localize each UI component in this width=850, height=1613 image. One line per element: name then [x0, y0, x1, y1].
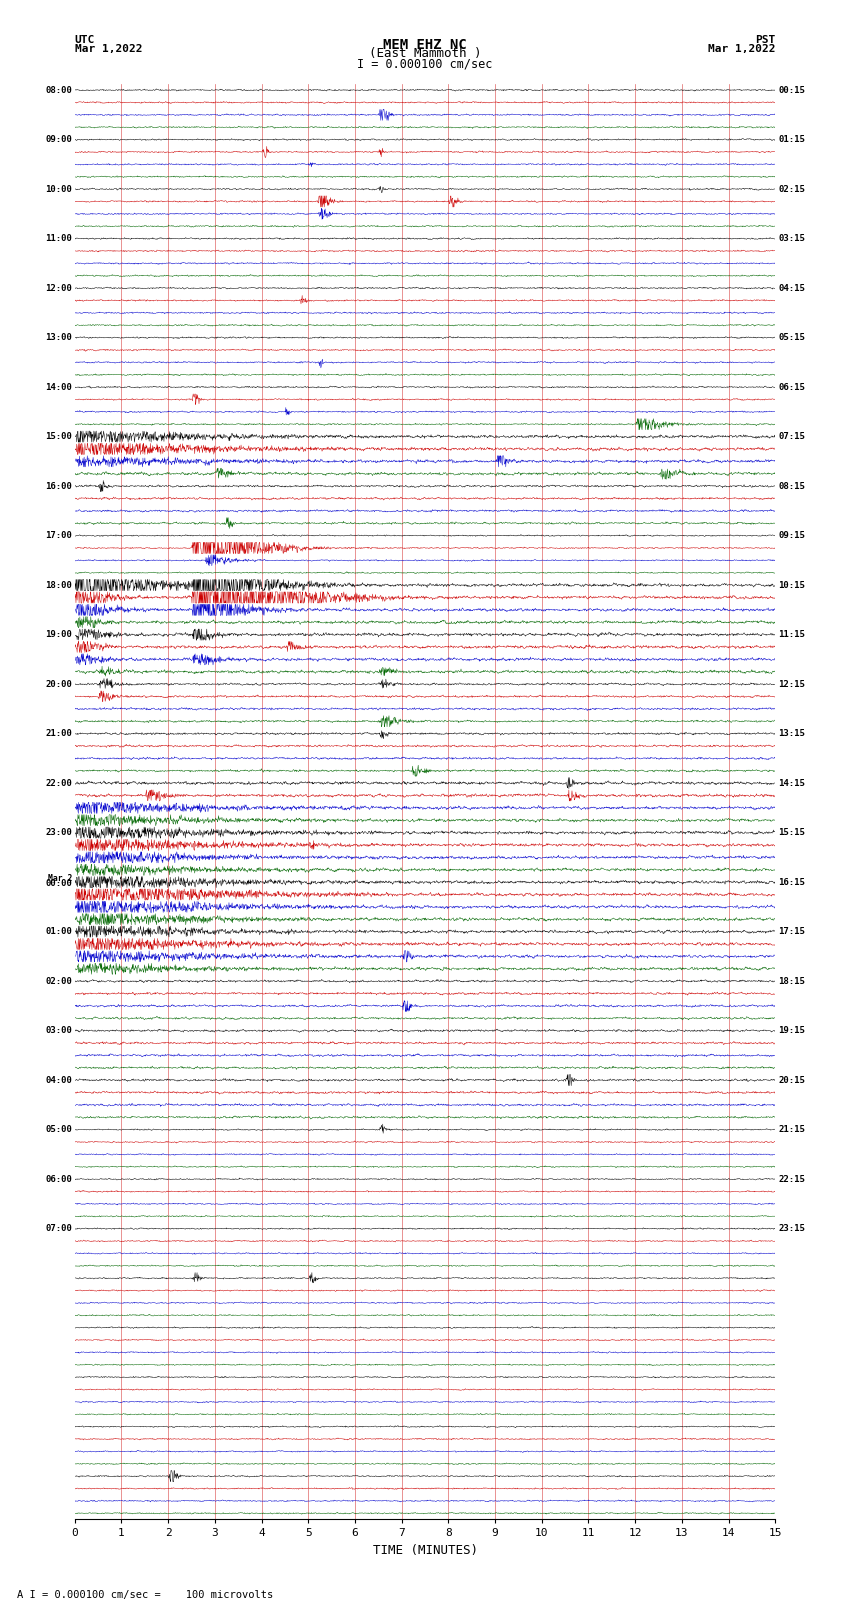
Text: 11:15: 11:15	[778, 631, 805, 639]
Text: 20:00: 20:00	[45, 679, 72, 689]
Text: UTC: UTC	[75, 35, 95, 45]
Text: 23:15: 23:15	[778, 1224, 805, 1232]
Text: 16:00: 16:00	[45, 482, 72, 490]
Text: 18:15: 18:15	[778, 976, 805, 986]
Text: 01:00: 01:00	[45, 927, 72, 936]
Text: PST: PST	[755, 35, 775, 45]
Text: 07:15: 07:15	[778, 432, 805, 440]
Text: 10:00: 10:00	[45, 184, 72, 194]
Text: 09:15: 09:15	[778, 531, 805, 540]
Text: Mar 1,2022: Mar 1,2022	[708, 44, 775, 55]
Text: 13:15: 13:15	[778, 729, 805, 739]
Text: 04:00: 04:00	[45, 1076, 72, 1084]
Text: 03:15: 03:15	[778, 234, 805, 244]
Text: 06:00: 06:00	[45, 1174, 72, 1184]
Text: 00:00: 00:00	[45, 879, 72, 889]
Text: 11:00: 11:00	[45, 234, 72, 244]
Text: I = 0.000100 cm/sec: I = 0.000100 cm/sec	[357, 58, 493, 71]
X-axis label: TIME (MINUTES): TIME (MINUTES)	[372, 1544, 478, 1557]
Text: 06:15: 06:15	[778, 382, 805, 392]
Text: 15:15: 15:15	[778, 827, 805, 837]
Text: 00:15: 00:15	[778, 85, 805, 95]
Text: (East Mammoth ): (East Mammoth )	[369, 47, 481, 60]
Text: 22:15: 22:15	[778, 1174, 805, 1184]
Text: 07:00: 07:00	[45, 1224, 72, 1232]
Text: 14:00: 14:00	[45, 382, 72, 392]
Text: 21:15: 21:15	[778, 1126, 805, 1134]
Text: 17:00: 17:00	[45, 531, 72, 540]
Text: 18:00: 18:00	[45, 581, 72, 590]
Text: Mar 1,2022: Mar 1,2022	[75, 44, 142, 55]
Text: 19:15: 19:15	[778, 1026, 805, 1036]
Text: 05:15: 05:15	[778, 332, 805, 342]
Text: 05:00: 05:00	[45, 1126, 72, 1134]
Text: 19:00: 19:00	[45, 631, 72, 639]
Text: 04:15: 04:15	[778, 284, 805, 292]
Text: 02:00: 02:00	[45, 976, 72, 986]
Text: 21:00: 21:00	[45, 729, 72, 739]
Text: 14:15: 14:15	[778, 779, 805, 787]
Text: 12:15: 12:15	[778, 679, 805, 689]
Text: 13:00: 13:00	[45, 332, 72, 342]
Text: MEM EHZ NC: MEM EHZ NC	[383, 37, 467, 52]
Text: 20:15: 20:15	[778, 1076, 805, 1084]
Text: 23:00: 23:00	[45, 827, 72, 837]
Text: 08:00: 08:00	[45, 85, 72, 95]
Text: 02:15: 02:15	[778, 184, 805, 194]
Text: 03:00: 03:00	[45, 1026, 72, 1036]
Text: 10:15: 10:15	[778, 581, 805, 590]
Text: Mar 2: Mar 2	[48, 874, 72, 884]
Text: 22:00: 22:00	[45, 779, 72, 787]
Text: 16:15: 16:15	[778, 877, 805, 887]
Text: 09:00: 09:00	[45, 135, 72, 144]
Text: 15:00: 15:00	[45, 432, 72, 440]
Text: 08:15: 08:15	[778, 482, 805, 490]
Text: 17:15: 17:15	[778, 927, 805, 936]
Text: 12:00: 12:00	[45, 284, 72, 292]
Text: A I = 0.000100 cm/sec =    100 microvolts: A I = 0.000100 cm/sec = 100 microvolts	[17, 1590, 273, 1600]
Text: 01:15: 01:15	[778, 135, 805, 144]
